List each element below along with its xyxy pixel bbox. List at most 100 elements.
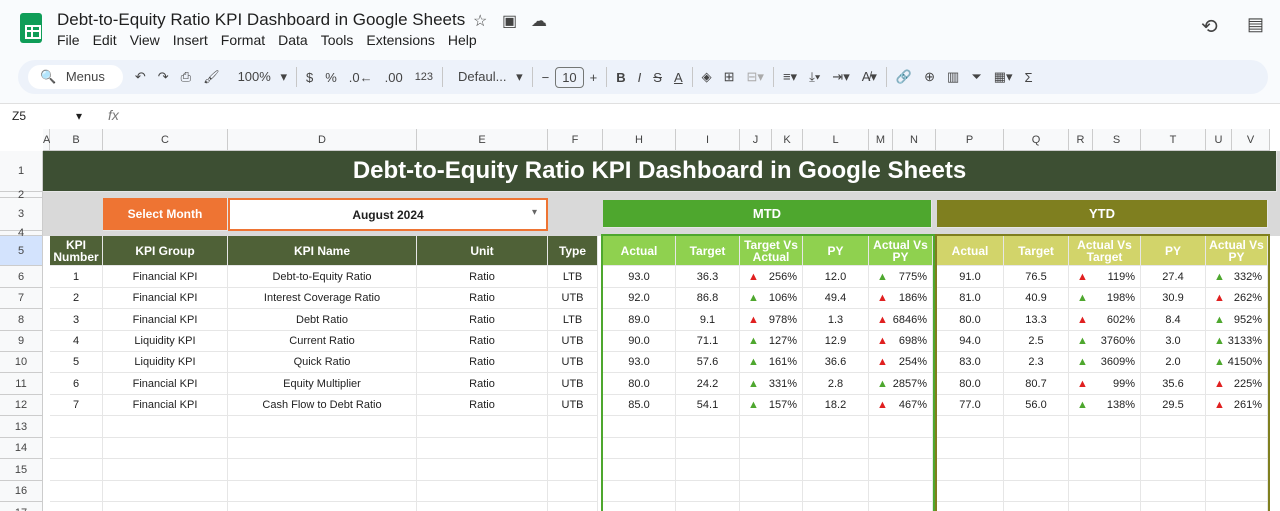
kpi-cell[interactable]: Financial KPI [103,266,228,288]
font-select[interactable]: Defaul... ▾ [446,69,529,85]
kpi-cell[interactable] [50,481,103,502]
kpi-cell[interactable]: Debt Ratio [228,309,417,331]
print-icon[interactable]: ⎙ [180,69,192,84]
ytd-cell[interactable] [1141,459,1206,481]
mtd-cell[interactable] [603,502,676,511]
mtd-cell[interactable] [869,502,933,511]
menu-view[interactable]: View [129,32,160,48]
row-header-16[interactable]: 16 [0,481,43,502]
mtd-cell[interactable] [803,416,869,438]
mtd-cell[interactable]: 36.6 [803,352,869,373]
mtd-cell[interactable]: ▲ 2857% [869,373,933,395]
column-header-F[interactable]: F [548,129,603,151]
kpi-cell[interactable]: Interest Coverage Ratio [228,288,417,309]
kpi-cell[interactable]: Ratio [417,288,548,309]
text-rotation-icon[interactable]: A̸▾ [861,69,877,84]
column-header-K[interactable]: K [772,129,803,151]
move-folder-icon[interactable]: ▣ [502,13,518,30]
mtd-cell[interactable] [803,459,869,481]
kpi-cell[interactable] [103,438,228,459]
column-header-D[interactable]: D [228,129,417,151]
mtd-cell[interactable] [676,502,740,511]
percent-button[interactable]: % [325,69,337,85]
mtd-cell[interactable]: 93.0 [603,352,676,373]
kpi-cell[interactable]: 3 [50,309,103,331]
mtd-cell[interactable] [803,502,869,511]
filter-views-icon[interactable]: ▦▾ [993,69,1013,84]
filter-icon[interactable]: ⏷ [971,69,982,84]
ytd-cell[interactable] [1206,459,1268,481]
mtd-cell[interactable]: 90.0 [603,331,676,352]
row-header-7[interactable]: 7 [0,288,43,309]
menu-help[interactable]: Help [447,32,477,48]
kpi-cell[interactable] [228,438,417,459]
mtd-cell[interactable]: 80.0 [603,373,676,395]
kpi-cell[interactable]: Financial KPI [103,373,228,395]
ytd-cell[interactable]: ▲ 225% [1206,373,1268,395]
kpi-cell[interactable]: Equity Multiplier [228,373,417,395]
ytd-cell[interactable] [1069,459,1141,481]
column-header-B[interactable]: B [50,129,103,151]
comments-icon[interactable]: ▤ [1247,14,1265,34]
mtd-cell[interactable]: ▲ 157% [740,395,803,416]
menu-format[interactable]: Format [220,32,266,48]
kpi-cell[interactable] [548,502,598,511]
decrease-decimal-button[interactable]: .0← [348,69,373,85]
kpi-cell[interactable]: 7 [50,395,103,416]
column-header-T[interactable]: T [1141,129,1206,151]
mtd-cell[interactable]: 49.4 [803,288,869,309]
row-header-9[interactable]: 9 [0,331,43,352]
ytd-cell[interactable] [1141,481,1206,502]
mtd-cell[interactable]: ▲ 6846% [869,309,933,331]
ytd-cell[interactable]: 8.4 [1141,309,1206,331]
mtd-cell[interactable]: 54.1 [676,395,740,416]
font-size-input[interactable]: 10 [555,66,584,88]
row-header-11[interactable]: 11 [0,373,43,395]
row-header-6[interactable]: 6 [0,266,43,288]
column-header-A[interactable]: A [43,129,50,151]
kpi-cell[interactable]: LTB [548,266,598,288]
mtd-cell[interactable]: 71.1 [676,331,740,352]
functions-icon[interactable]: Σ [1024,69,1033,85]
sheets-logo[interactable] [20,13,42,43]
ytd-cell[interactable]: ▲ 198% [1069,288,1141,309]
ytd-cell[interactable]: 40.9 [1004,288,1069,309]
ytd-cell[interactable]: ▲ 3133% [1206,331,1268,352]
column-header-S[interactable]: S [1093,129,1141,151]
ytd-cell[interactable] [1141,438,1206,459]
kpi-cell[interactable]: UTB [548,373,598,395]
mtd-cell[interactable] [740,438,803,459]
ytd-cell[interactable] [1004,502,1069,511]
mtd-cell[interactable]: 2.8 [803,373,869,395]
name-box[interactable]: Z5 ▾ [12,109,83,123]
column-header-V[interactable]: V [1232,129,1270,151]
text-wrap-icon[interactable]: ⇥▾ [832,69,850,84]
kpi-cell[interactable]: Financial KPI [103,395,228,416]
borders-icon[interactable]: ⊞ [723,69,735,84]
ytd-cell[interactable] [1004,459,1069,481]
kpi-cell[interactable] [417,459,548,481]
ytd-cell[interactable]: 91.0 [937,266,1004,288]
ytd-cell[interactable]: 81.0 [937,288,1004,309]
kpi-cell[interactable]: Financial KPI [103,288,228,309]
kpi-cell[interactable] [50,438,103,459]
mtd-cell[interactable]: ▲ 467% [869,395,933,416]
mtd-cell[interactable]: ▲ 127% [740,331,803,352]
kpi-cell[interactable]: 4 [50,331,103,352]
column-header-J[interactable]: J [740,129,772,151]
zoom-select[interactable]: 100% ▾ [226,69,293,85]
increase-font-size-icon[interactable]: + [589,69,598,85]
decrease-font-size-icon[interactable]: − [541,69,550,85]
kpi-cell[interactable]: UTB [548,395,598,416]
mtd-cell[interactable]: 12.0 [803,266,869,288]
ytd-cell[interactable] [1069,416,1141,438]
kpi-cell[interactable]: Ratio [417,352,548,373]
ytd-cell[interactable] [1004,416,1069,438]
row-header-1[interactable]: 1 [0,151,43,192]
row-header-14[interactable]: 14 [0,438,43,459]
ytd-cell[interactable]: ▲ 262% [1206,288,1268,309]
ytd-cell[interactable] [1141,502,1206,511]
mtd-cell[interactable] [740,481,803,502]
mtd-cell[interactable]: 9.1 [676,309,740,331]
redo-icon[interactable]: ↷ [157,69,169,84]
